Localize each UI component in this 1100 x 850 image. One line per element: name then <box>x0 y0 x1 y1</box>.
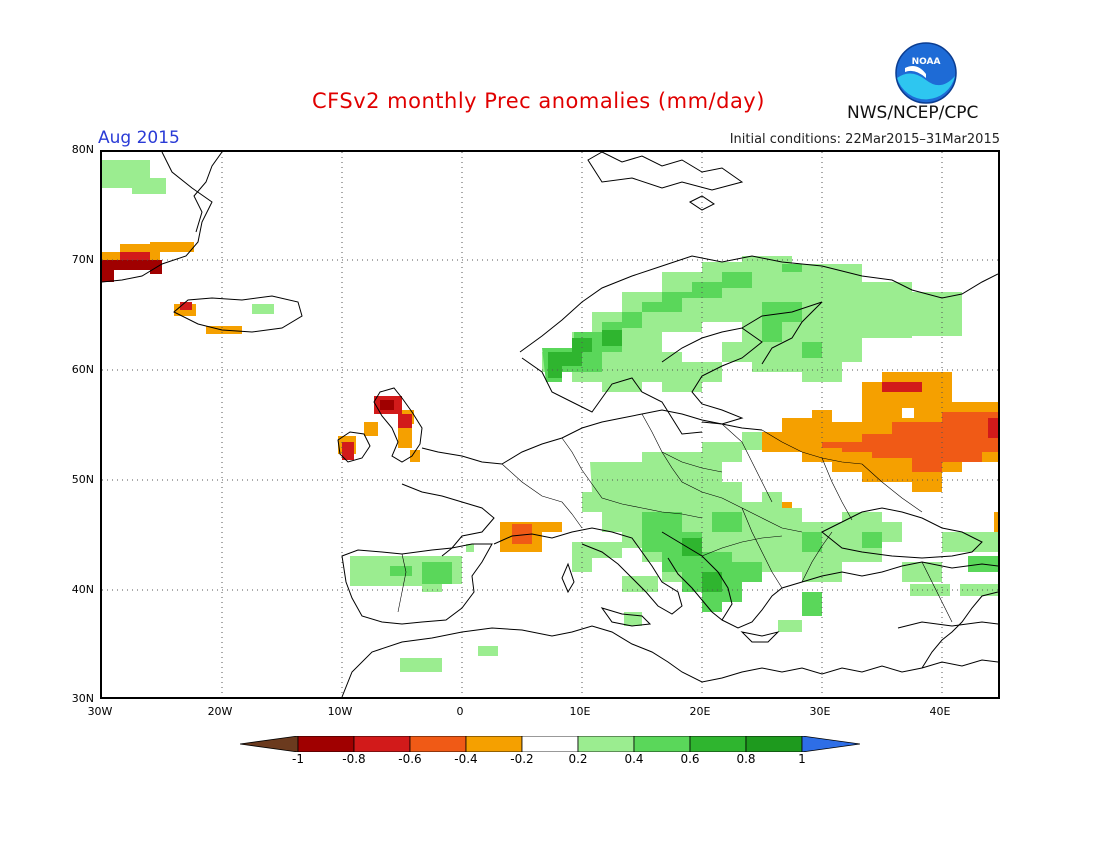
initial-conditions: Initial conditions: 22Mar2015–31Mar2015 <box>729 132 1000 147</box>
colorbar-swatch <box>465 736 523 752</box>
map-title: CFSv2 monthly Prec anomalies (mm/day) <box>312 89 765 113</box>
colorbar-label: -0.6 <box>398 752 422 766</box>
colorbar-high-arrow <box>801 736 860 752</box>
lon-label-30e: 30E <box>809 705 831 718</box>
colorbar-swatch <box>633 736 691 752</box>
lon-label-40e: 40E <box>929 705 951 718</box>
lon-label-20e: 20E <box>689 705 711 718</box>
lon-label-30w: 30W <box>87 705 113 718</box>
map-canvas <box>102 152 998 697</box>
colorbar-low-arrow <box>240 736 299 752</box>
noaa-logo: NOAA <box>895 42 957 104</box>
coastlines <box>102 152 998 697</box>
logo-text: NOAA <box>912 57 941 67</box>
lat-label-40n: 40N <box>71 583 94 596</box>
anomaly-shading <box>102 160 998 672</box>
colorbar-swatch <box>689 736 747 752</box>
colorbar-label: -0.4 <box>454 752 478 766</box>
colorbar-label: 0.2 <box>568 752 588 766</box>
colorbar-swatch <box>745 736 803 752</box>
colorbar-label: 0.4 <box>624 752 644 766</box>
colorbar-swatch <box>521 736 579 752</box>
colorbar-label: 0.6 <box>680 752 700 766</box>
colorbar-label: 1 <box>798 752 806 766</box>
lon-label-20w: 20W <box>207 705 233 718</box>
lat-label-60n: 60N <box>71 363 94 376</box>
colorbar-swatch <box>353 736 411 752</box>
colorbar-swatch <box>297 736 355 752</box>
lat-label-30n: 30N <box>71 692 94 705</box>
lon-label-10w: 10W <box>327 705 353 718</box>
colorbar-label: -1 <box>292 752 304 766</box>
anomaly-map <box>100 150 1000 699</box>
lat-label-50n: 50N <box>71 473 94 486</box>
colorbar <box>240 736 860 752</box>
colorbar-label: 0.8 <box>736 752 756 766</box>
colorbar-swatch <box>409 736 467 752</box>
country-borders <box>397 413 953 623</box>
lat-label-80n: 80N <box>71 143 94 156</box>
colorbar-swatch <box>577 736 635 752</box>
lon-label-0: 0 <box>456 705 464 718</box>
lat-label-70n: 70N <box>71 253 94 266</box>
organization-label: NWS/NCEP/CPC <box>847 103 979 123</box>
colorbar-label: -0.8 <box>342 752 366 766</box>
forecast-month: Aug 2015 <box>98 128 180 148</box>
map-gridlines <box>102 152 998 697</box>
colorbar-label: -0.2 <box>510 752 534 766</box>
lon-label-10e: 10E <box>569 705 591 718</box>
